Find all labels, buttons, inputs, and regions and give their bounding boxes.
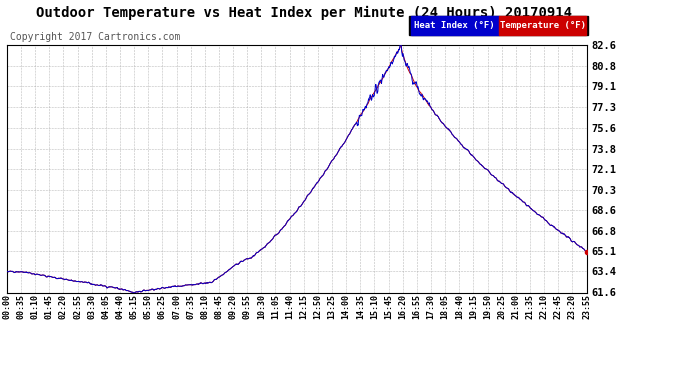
- Text: Heat Index (°F): Heat Index (°F): [414, 21, 495, 30]
- Text: Outdoor Temperature vs Heat Index per Minute (24 Hours) 20170914: Outdoor Temperature vs Heat Index per Mi…: [36, 6, 571, 20]
- Text: Copyright 2017 Cartronics.com: Copyright 2017 Cartronics.com: [10, 32, 181, 42]
- Text: Temperature (°F): Temperature (°F): [500, 21, 586, 30]
